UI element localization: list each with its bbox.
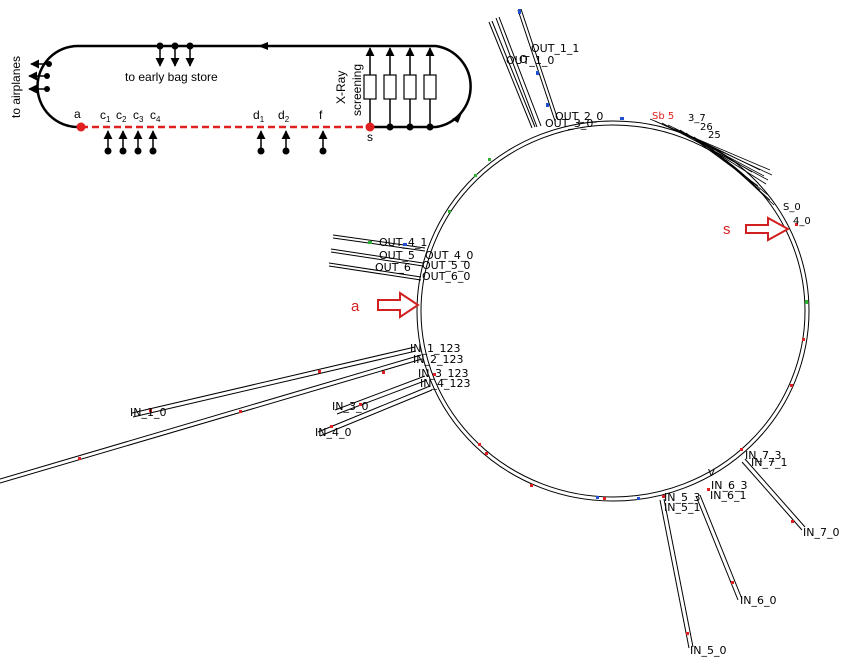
point-c1-label: c1 <box>100 108 111 124</box>
label-in-7-3: IN_7_3 <box>745 449 781 462</box>
loop-sensors <box>433 117 808 500</box>
label-in-7-0: IN_7_0 <box>803 526 839 539</box>
label-in-6-1: IN_6_1 <box>710 489 746 502</box>
label-out-4-1: OUT_4_1 <box>379 236 427 249</box>
label-v-mark: V <box>708 468 715 479</box>
loop-direction-arrow <box>258 42 268 50</box>
label-in-3-0: IN_3_0 <box>332 400 368 413</box>
point-s-dot <box>365 122 375 132</box>
label-in-6-3: IN_6_3 <box>711 479 747 492</box>
label-out-6-0: OUT_6_0 <box>422 270 470 283</box>
label-out-1-short: O <box>519 53 528 66</box>
point-s-label: s <box>367 130 373 144</box>
marker-s-arrow-icon <box>745 216 791 242</box>
in-left-branches <box>0 346 433 484</box>
loop-schematic: to airplanes to early bag store X-Ray <box>9 42 472 155</box>
point-c4-label: c4 <box>150 108 161 124</box>
cluster-fragment-2: 26 <box>700 122 713 133</box>
early-store-outputs <box>155 42 195 67</box>
loop-track-outer <box>416 120 810 502</box>
label-in-4-123: IN_4_123 <box>420 377 470 390</box>
airplane-outputs <box>28 59 52 94</box>
right-cluster-branches <box>649 118 775 206</box>
airplanes-label: to airplanes <box>9 56 23 118</box>
label-out-5: OUT_5 <box>379 249 415 262</box>
xray-screening-block <box>363 47 437 131</box>
label-out-5-0: OUT_5_0 <box>422 259 470 272</box>
in-bottom-branches <box>659 458 806 649</box>
schematic-inputs <box>103 130 328 155</box>
point-a-dot <box>76 122 86 132</box>
early-store-label: to early bag store <box>125 70 218 84</box>
loop-map: Sb 5 3_7 26 25 S_0 4_0 <box>0 8 839 657</box>
label-in-3-123: IN_3_123 <box>418 367 468 380</box>
label-in-7-1: IN_7_1 <box>751 456 787 469</box>
cluster-fragment-1: 3_7 <box>688 113 706 124</box>
cluster-red-fragment: Sb 5 <box>652 111 674 122</box>
label-in-6-0: IN_6_0 <box>740 594 776 607</box>
point-d2-label: d2 <box>278 108 290 124</box>
schematic-loop-track <box>78 44 472 129</box>
point-c2-label: c2 <box>116 108 127 124</box>
out-top-branches <box>488 8 559 129</box>
point-d1-label: d1 <box>253 108 265 124</box>
label-in-5-1: IN_5_1 <box>664 501 700 514</box>
label-out-3-0: OUT_3_0 <box>545 117 593 130</box>
label-in-1-123: IN_1_123 <box>410 342 460 355</box>
cluster-label-40: 4_0 <box>793 216 811 227</box>
cluster-fragment-3: 25 <box>708 130 721 141</box>
label-in-5-3: IN_5_3 <box>664 491 700 504</box>
label-out-6: OUT_6 <box>375 261 411 274</box>
schematic-loop-left-curve <box>36 44 79 129</box>
label-out-1-1: OUT_1_1 <box>531 42 579 55</box>
out-left-branches <box>328 234 426 281</box>
label-out-2-0: OUT_2_0 <box>555 110 603 123</box>
marker-a-arrow-icon <box>377 291 420 319</box>
label-out-4-0: OUT_4_0 <box>425 249 473 262</box>
xray-label-line1: X-Ray <box>334 71 348 104</box>
loop-track-inner <box>420 124 806 498</box>
label-in-4-0: IN_4_0 <box>315 426 351 439</box>
label-out-1-0: OUT_1_0 <box>506 54 554 67</box>
marker-a-label: a <box>351 298 360 315</box>
label-in-1-0: IN_1_0 <box>130 406 166 419</box>
label-in-5-0: IN_5_0 <box>690 644 726 657</box>
label-in-2-123: IN_2_123 <box>413 353 463 366</box>
loop-direction-arrow-right <box>452 113 462 123</box>
point-a-label: a <box>74 107 81 121</box>
xray-label-line2: screening <box>350 64 364 116</box>
cluster-label-s0: S_0 <box>783 202 801 213</box>
point-c3-label: c3 <box>133 108 144 124</box>
point-f-label: f <box>319 108 323 122</box>
marker-s-label: s <box>723 221 731 238</box>
